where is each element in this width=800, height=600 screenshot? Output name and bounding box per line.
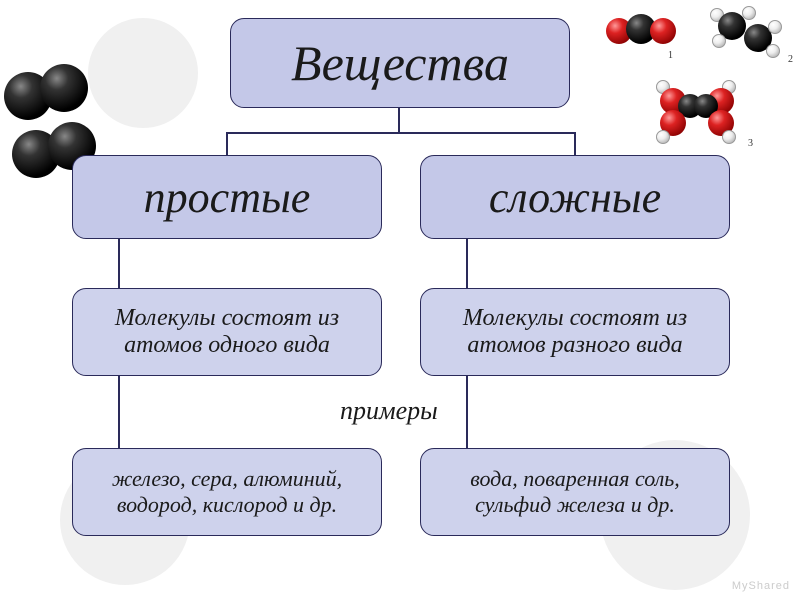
molecule-white-sphere bbox=[656, 130, 670, 144]
molecule-group-label: 2 bbox=[788, 54, 793, 65]
molecule-group-label: 3 bbox=[748, 138, 753, 149]
node-simple-ex-text: железо, сера, алюминий, водород, кислоро… bbox=[83, 466, 371, 518]
connector-line bbox=[398, 108, 400, 132]
molecule-white-sphere bbox=[768, 20, 782, 34]
node-simple-text: простые bbox=[144, 172, 311, 223]
molecule-black-sphere bbox=[40, 64, 88, 112]
molecule-white-sphere bbox=[742, 6, 756, 20]
node-complex-ex-text: вода, поваренная соль, сульфид железа и … bbox=[431, 466, 719, 518]
examples-label-text: примеры bbox=[340, 396, 438, 425]
connector-line bbox=[226, 132, 228, 155]
molecule-white-sphere bbox=[766, 44, 780, 58]
node-complex-desc-text: Молекулы состоят из атомов разного вида bbox=[431, 305, 719, 359]
node-simple-desc: Молекулы состоят из атомов одного вида bbox=[72, 288, 382, 376]
node-root: Вещества bbox=[230, 18, 570, 108]
molecule-red-sphere bbox=[650, 18, 676, 44]
node-simple: простые bbox=[72, 155, 382, 239]
molecule-group-label: 1 bbox=[668, 50, 673, 61]
connector-line bbox=[466, 239, 468, 288]
connector-line bbox=[466, 376, 468, 448]
node-simple-examples: железо, сера, алюминий, водород, кислоро… bbox=[72, 448, 382, 536]
node-complex-text: сложные bbox=[489, 172, 661, 223]
connector-line bbox=[574, 132, 576, 155]
watermark: MyShared bbox=[732, 580, 790, 592]
molecule-white-sphere bbox=[712, 34, 726, 48]
connector-line bbox=[118, 376, 120, 448]
node-complex-desc: Молекулы состоят из атомов разного вида bbox=[420, 288, 730, 376]
node-complex: сложные bbox=[420, 155, 730, 239]
examples-label: примеры bbox=[340, 396, 438, 426]
node-simple-desc-text: Молекулы состоят из атомов одного вида bbox=[83, 305, 371, 359]
molecule-white-sphere bbox=[722, 130, 736, 144]
bg-circle bbox=[88, 18, 198, 128]
node-root-text: Вещества bbox=[291, 34, 509, 92]
connector-line bbox=[118, 239, 120, 288]
connector-line bbox=[226, 132, 574, 134]
node-complex-examples: вода, поваренная соль, сульфид железа и … bbox=[420, 448, 730, 536]
